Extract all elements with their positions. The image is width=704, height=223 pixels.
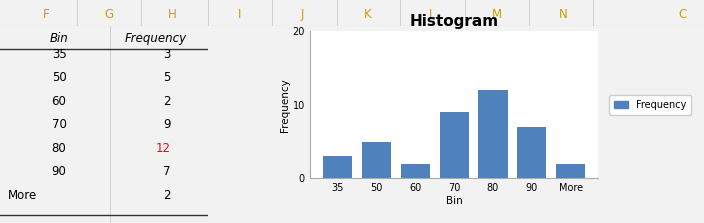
Text: 2: 2 xyxy=(163,189,170,202)
Y-axis label: Frequency: Frequency xyxy=(279,78,290,132)
Text: 50: 50 xyxy=(51,71,66,84)
Text: 5: 5 xyxy=(163,71,170,84)
Text: 35: 35 xyxy=(51,48,66,61)
Bar xyxy=(362,142,391,178)
Text: Bin: Bin xyxy=(50,32,68,45)
Text: F: F xyxy=(42,8,49,21)
Text: More: More xyxy=(8,189,37,202)
Bar xyxy=(323,156,352,178)
Text: J: J xyxy=(301,8,304,21)
Text: 9: 9 xyxy=(163,118,170,131)
Bar xyxy=(517,127,546,178)
Text: 2: 2 xyxy=(163,95,170,108)
Legend: Frequency: Frequency xyxy=(609,95,691,115)
Text: 60: 60 xyxy=(51,95,66,108)
Text: N: N xyxy=(559,8,567,21)
Text: M: M xyxy=(492,8,502,21)
Text: H: H xyxy=(168,8,177,21)
Bar xyxy=(556,164,585,178)
Bar xyxy=(479,90,508,178)
Text: Frequency: Frequency xyxy=(125,32,187,45)
Text: 70: 70 xyxy=(51,118,66,131)
Bar xyxy=(439,112,469,178)
Text: 90: 90 xyxy=(51,165,66,178)
Bar xyxy=(401,164,429,178)
Text: 3: 3 xyxy=(163,48,170,61)
Title: Histogram: Histogram xyxy=(410,14,498,29)
Text: G: G xyxy=(105,8,113,21)
Text: 12: 12 xyxy=(156,142,170,155)
Text: C: C xyxy=(679,8,687,21)
Text: I: I xyxy=(238,8,241,21)
Text: 80: 80 xyxy=(51,142,66,155)
Text: 7: 7 xyxy=(163,165,170,178)
X-axis label: Bin: Bin xyxy=(446,196,463,206)
Text: L: L xyxy=(429,8,436,21)
Text: K: K xyxy=(364,8,371,21)
